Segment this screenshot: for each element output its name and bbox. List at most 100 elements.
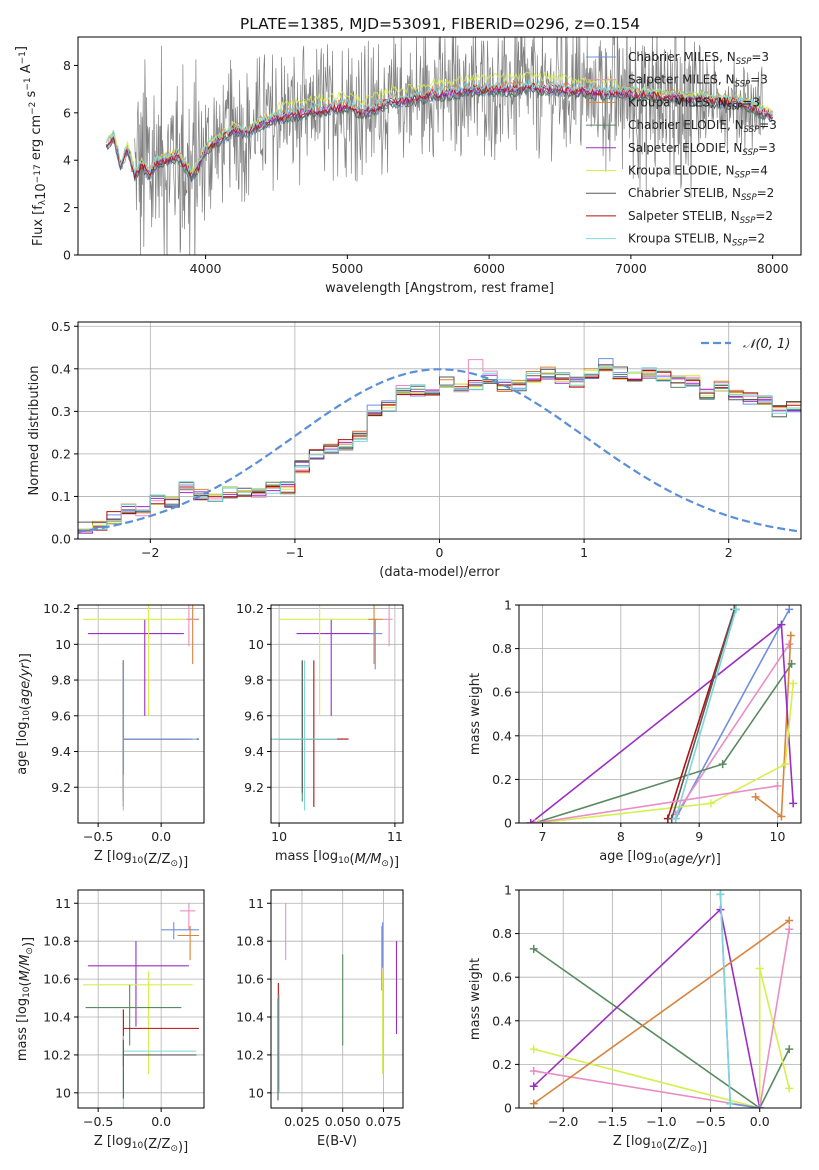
y-tick-label: 0.6 [492,970,512,985]
plot-frame [77,36,802,256]
y-tick-label: 9.4 [51,744,71,759]
y-tick-label: 0 [63,248,71,263]
y-axis-label: mass weight [468,958,483,1040]
y-tick-label: 10.8 [236,934,264,949]
series-marker [781,760,790,769]
series-marker [785,925,794,934]
y-tick-label: 9.2 [244,780,264,795]
x-axis-label: Z [log10(Z/Z⊙)] [94,1134,188,1155]
legend-entry: Kroupa STELIB, NSSP=2 [628,232,765,249]
y-tick-label: 0.4 [51,361,71,376]
x-tick-label: −0.5 [695,1114,725,1129]
histogram-step-line [78,366,801,532]
y-tick-label: 11 [248,896,264,911]
series-marker [785,605,794,614]
x-tick-label: −1.5 [597,1114,627,1129]
y-tick-label: 10.2 [43,601,71,616]
series-marker [786,631,795,640]
legend-entry: Salpeter MILES, NSSP=3 [628,73,768,90]
x-tick-label: 1 [580,545,588,560]
panels: Chabrier MILES, NSSP=3 Salpeter MILES, NS… [14,36,802,1155]
x-tick-label: 2 [725,545,733,560]
y-tick-label: 10.6 [43,972,71,987]
series-marker [529,1099,538,1108]
y-tick-label: 0.8 [492,641,512,656]
legend-entry: Salpeter ELODIE, NSSP=3 [628,141,776,158]
x-tick-label: −2.0 [548,1114,578,1129]
x-axis-label: (data-model)/error [379,565,500,580]
series-line [674,609,737,819]
plot-area-weight-vs-Z [529,890,794,1108]
frame-age-vs-Z: −0.5 0.0 9.2 9.4 9.6 9.8 10 10.2 Z [log10(Z/Z⊙)]… [15,601,205,870]
series-line [533,948,790,1108]
y-tick-label: 0.2 [51,446,71,461]
x-tick-label: −0.5 [83,829,113,844]
x-axis-label: mass [log10(M/M⊙)] [275,849,399,870]
y-tick-label: 0.8 [492,926,512,941]
y-tick-label: 0.6 [492,685,512,700]
y-tick-label: 10 [248,1085,264,1100]
x-tick-label: −2 [141,545,159,560]
y-tick-label: 0.3 [51,404,71,419]
series-marker [751,792,760,801]
series-marker [731,605,740,614]
series-marker [526,819,535,823]
y-tick-label: 0.1 [51,489,71,504]
legend: Chabrier MILES, NSSP=3 Salpeter MILES, NS… [586,50,777,249]
data-spectrum-line [134,37,766,255]
series-marker [716,890,725,899]
y-tick-label: 0.2 [492,772,512,787]
plot-area-spectrum [105,37,774,255]
y-tick-label: 10 [55,1085,71,1100]
series-marker [529,1066,538,1075]
legend-entry: Kroupa MILES, NSSP=3 [628,95,760,112]
y-tick-label: 9.2 [51,780,71,795]
y-axis-label: mass [log10(M/M⊙)] [15,937,36,1061]
x-tick-label: 0.0 [750,1114,770,1129]
frame-weight-vs-age: 7 8 9 10 0 0.2 0.4 0.6 0.8 1 age [log10(age/yr)] ma… [468,598,802,867]
axes-age-vs-mass [271,605,403,823]
series-line [719,894,732,1104]
model-spectrum-line [106,82,773,179]
y-tick-label: 0.2 [492,1057,512,1072]
y-tick-label: 10.2 [236,601,264,616]
series-line [671,609,736,819]
x-tick-label: 10 [770,829,786,844]
y-tick-label: 10.6 [236,972,264,987]
frame-residuals: −2 −1 0 1 2 0.0 0.1 0.2 0.3 0.4 0.5 (data-model)/er… [27,319,802,580]
x-tick-label: 0.025 [284,1114,320,1129]
series-line [538,683,794,823]
plot-frame [518,604,802,824]
x-tick-label: 10 [271,829,287,844]
x-tick-label: 0.0 [151,1114,171,1129]
y-tick-label: 0.5 [51,319,71,334]
histogram-step-line [78,366,801,534]
axes-mass-vs-EBV [271,890,403,1108]
x-tick-label: 0 [436,545,444,560]
x-axis-label: wavelength [Angstrom, rest frame] [325,281,554,296]
y-tick-label: 9.6 [51,708,71,723]
x-tick-label: 6000 [473,261,505,276]
axes-age-vs-Z [78,605,204,823]
series-marker [789,679,798,688]
series-marker [529,944,538,953]
histogram-step-line [78,364,801,524]
y-axis-label: Flux [fλ10−17 erg cm−2 s−1 A−1] [14,46,49,246]
x-axis-label: Z [log10(Z/Z⊙)] [613,1134,707,1155]
series-line [533,919,790,1105]
series-marker [785,1045,794,1054]
series-marker [718,760,727,769]
normal-curve [78,368,799,533]
x-tick-label: 0.050 [325,1114,361,1129]
frame-age-vs-mass: 10 11 9.2 9.4 9.6 9.8 10 10.2 mass [log10(M/M⊙)] [236,601,404,870]
legend-entry: Chabrier MILES, NSSP=3 [628,50,769,67]
x-tick-label: 5000 [331,261,363,276]
series-marker [529,1082,538,1091]
y-tick-label: 8 [63,58,71,73]
y-tick-label: 0.0 [51,532,71,547]
y-tick-label: 10.8 [43,934,71,949]
y-tick-label: 0.4 [492,728,512,743]
plot-frame [77,889,205,1109]
series-marker [777,620,786,629]
y-tick-label: 10.2 [43,1047,71,1062]
